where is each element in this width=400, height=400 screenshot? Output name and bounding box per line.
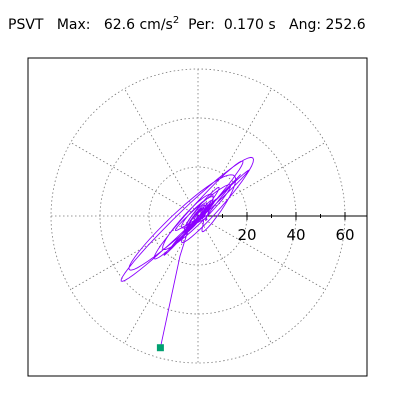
trace-path xyxy=(120,156,254,348)
max-label: Max: xyxy=(56,17,91,33)
max-unit: cm/s xyxy=(139,17,173,33)
polar-axes xyxy=(198,212,367,220)
grid-spoke xyxy=(197,215,326,290)
max-value: 62.6 xyxy=(103,17,136,33)
radial-tick-label: 20 xyxy=(237,226,256,244)
motion-trace xyxy=(120,156,254,348)
chart-header: PSVT Max: 62.6 cm/s2 Per: 0.170 s Ang: 2… xyxy=(8,15,366,36)
peak-marker-group xyxy=(156,344,164,352)
peak-marker xyxy=(156,344,164,352)
grid-spoke xyxy=(70,215,199,290)
per-label: Per: xyxy=(188,17,215,33)
radial-tick-label: 40 xyxy=(286,226,305,244)
ang-value: 252.6 xyxy=(325,17,366,33)
per-value: 0.170 s xyxy=(223,17,276,33)
plot-frame xyxy=(27,57,368,377)
grid-spoke xyxy=(124,88,199,217)
radial-tick-labels: 20 40 60 xyxy=(237,226,354,244)
ang-label: Ang: xyxy=(289,17,322,33)
radial-tick-label: 60 xyxy=(335,226,354,244)
max-unit-exponent: 2 xyxy=(172,15,180,26)
grid-spoke xyxy=(197,215,272,344)
station-name: PSVT xyxy=(8,17,44,33)
grid-spoke xyxy=(197,88,272,217)
grid-spoke xyxy=(70,142,199,217)
